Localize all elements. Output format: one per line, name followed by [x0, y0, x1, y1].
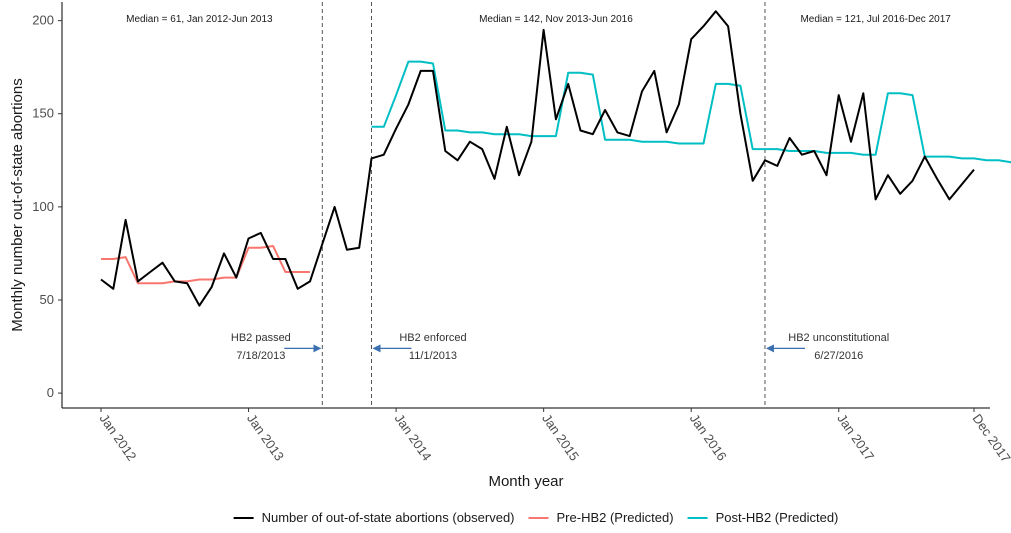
x-tick-label: Jan 2014	[392, 411, 435, 463]
y-tick-label: 100	[32, 199, 54, 214]
annotation-label: 6/27/2016	[814, 350, 863, 362]
x-tick-label: Jan 2016	[687, 411, 730, 463]
x-axis-ticks: Jan 2012 Jan 2013 Jan 2014 Jan 2015 Jan 2016…	[97, 408, 1011, 465]
median-note: Median = 121, Jul 2016-Dec 2017	[800, 14, 951, 25]
annotation-label: HB2 unconstitutional	[788, 332, 889, 344]
y-tick-label: 150	[32, 106, 54, 121]
y-axis-ticks: 0 50 100 150 200	[32, 13, 62, 400]
series-line-0	[100, 10, 975, 307]
x-tick-label: Jan 2017	[834, 411, 877, 463]
series-line-2	[371, 60, 1011, 164]
annotation-label: 11/1/2013	[409, 350, 457, 362]
y-axis-title: Monthly number out-of-state abortions	[9, 78, 26, 331]
median-note: Median = 142, Nov 2013-Jun 2016	[479, 14, 633, 25]
period-notes: Median = 61, Jan 2012-Jun 2013 Median = 1…	[126, 14, 951, 25]
annotation-label: HB2 passed	[231, 332, 291, 344]
x-tick-label: Jan 2015	[539, 411, 582, 463]
legend-label-1: Pre-HB2 (Predicted)	[557, 510, 674, 525]
x-tick-label: Jan 2013	[244, 411, 287, 463]
legend: Number of out-of-state abortions (observ…	[233, 510, 839, 525]
x-tick-label: Dec 2017	[970, 411, 1011, 465]
legend-label-2: Post-HB2 (Predicted)	[716, 510, 839, 525]
median-note: Median = 61, Jan 2012-Jun 2013	[126, 14, 273, 25]
y-tick-label: 0	[47, 385, 54, 400]
y-tick-label: 200	[32, 13, 54, 28]
y-tick-label: 50	[40, 292, 54, 307]
series-lines	[100, 10, 1011, 307]
x-tick-label: Jan 2012	[97, 411, 140, 463]
x-axis-title: Month year	[488, 473, 563, 490]
legend-label-0: Number of out-of-state abortions (observ…	[262, 510, 515, 525]
annotation-label: 7/18/2013	[236, 350, 285, 362]
event-annotations: HB2 passed 7/18/2013 HB2 enforced 11/1/2013…	[231, 332, 889, 362]
series-line-1	[101, 245, 310, 285]
annotation-label: HB2 enforced	[399, 332, 466, 344]
vertical-lines	[321, 2, 766, 408]
